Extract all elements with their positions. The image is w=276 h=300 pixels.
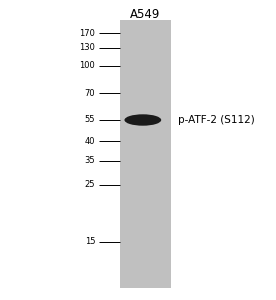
Ellipse shape xyxy=(124,114,161,126)
Text: p-ATF-2 (S112): p-ATF-2 (S112) xyxy=(178,115,255,125)
Text: 15: 15 xyxy=(85,237,95,246)
Text: 40: 40 xyxy=(85,136,95,146)
Text: 170: 170 xyxy=(79,28,95,38)
Text: A549: A549 xyxy=(130,8,160,20)
Text: 25: 25 xyxy=(85,180,95,189)
Text: 130: 130 xyxy=(79,44,95,52)
Text: 100: 100 xyxy=(79,61,95,70)
Text: 55: 55 xyxy=(85,116,95,124)
Text: 70: 70 xyxy=(85,88,95,98)
Bar xyxy=(120,20,171,288)
Text: 35: 35 xyxy=(85,156,95,165)
